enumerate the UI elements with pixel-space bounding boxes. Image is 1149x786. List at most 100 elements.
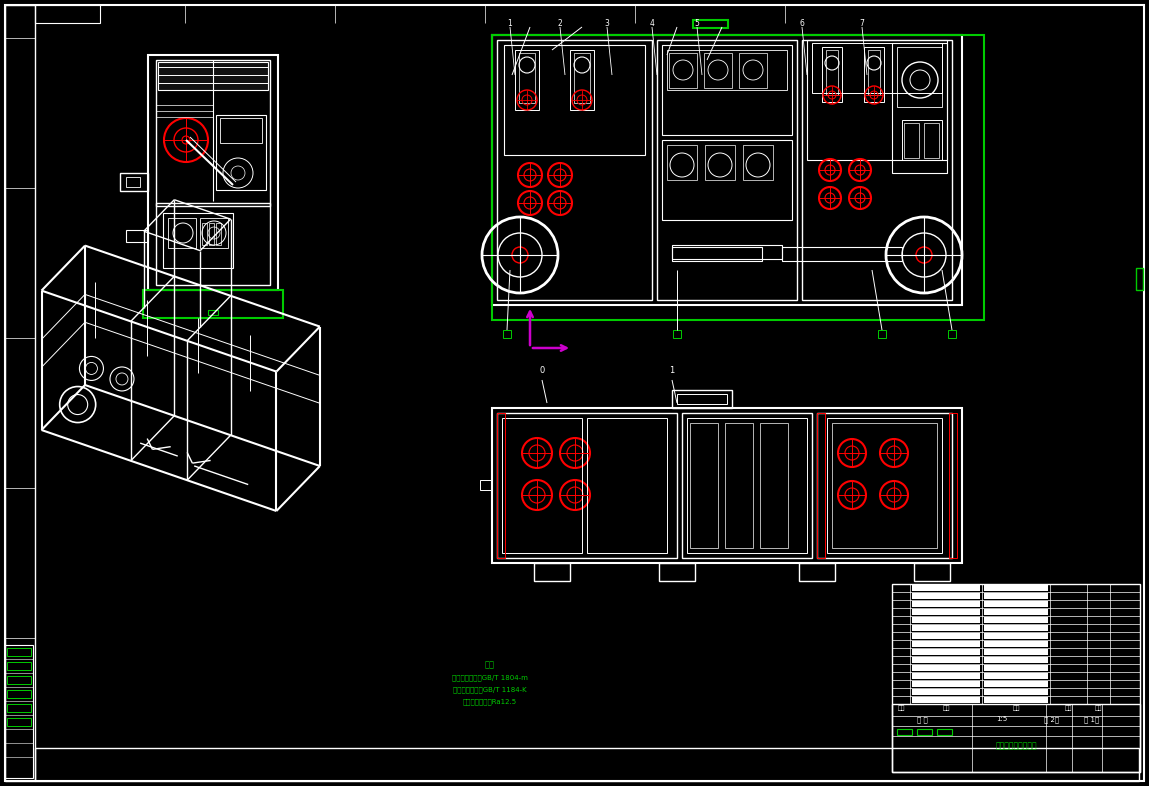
Text: 未注表面粗糙度Ra12.5: 未注表面粗糙度Ra12.5 xyxy=(463,699,517,705)
Bar xyxy=(892,704,1140,772)
Bar xyxy=(492,35,984,320)
Bar xyxy=(498,413,506,558)
Bar xyxy=(912,617,980,623)
Bar xyxy=(492,408,962,563)
Bar xyxy=(7,718,31,726)
Bar xyxy=(912,625,980,631)
Bar xyxy=(7,704,31,712)
Bar xyxy=(668,50,787,90)
Bar xyxy=(502,418,583,553)
Text: 4: 4 xyxy=(649,19,655,28)
Bar xyxy=(822,47,842,102)
Bar xyxy=(912,665,980,671)
Bar xyxy=(984,697,1048,703)
Text: 2: 2 xyxy=(557,19,562,28)
Bar xyxy=(503,330,511,338)
Bar xyxy=(126,230,148,242)
Bar xyxy=(912,633,980,639)
Bar xyxy=(534,563,570,581)
Text: 未注形位公差按GB/T 1184-K: 未注形位公差按GB/T 1184-K xyxy=(453,687,526,693)
Bar xyxy=(984,625,1048,631)
Bar xyxy=(156,60,270,206)
Bar xyxy=(984,593,1048,599)
Bar xyxy=(209,223,214,245)
Bar xyxy=(739,53,768,88)
Bar xyxy=(705,145,735,180)
Bar xyxy=(677,394,727,404)
Bar xyxy=(492,35,962,305)
Bar xyxy=(782,247,902,261)
Bar xyxy=(912,585,980,591)
Text: 共 2页: 共 2页 xyxy=(1044,716,1059,722)
Bar xyxy=(208,310,218,315)
Bar xyxy=(832,423,936,548)
Bar xyxy=(984,641,1048,647)
Bar xyxy=(913,563,950,581)
Text: 1:5: 1:5 xyxy=(996,716,1008,722)
Bar xyxy=(725,423,753,548)
Bar xyxy=(984,681,1048,687)
Text: 序号: 序号 xyxy=(897,705,904,711)
Bar xyxy=(759,423,788,548)
Bar xyxy=(5,5,34,781)
Bar xyxy=(142,290,283,318)
Bar xyxy=(743,145,773,180)
Bar xyxy=(917,729,932,735)
Bar xyxy=(148,55,278,290)
Bar xyxy=(673,330,681,338)
Bar xyxy=(704,53,732,88)
Bar xyxy=(912,697,980,703)
Bar xyxy=(5,645,33,778)
Text: 数量: 数量 xyxy=(1064,705,1072,711)
Text: 5: 5 xyxy=(694,19,700,28)
Text: 1: 1 xyxy=(670,366,674,375)
Bar xyxy=(480,480,492,490)
Text: 备注: 备注 xyxy=(1094,705,1102,711)
Bar xyxy=(587,418,668,553)
Bar xyxy=(119,173,148,191)
Bar xyxy=(924,123,939,158)
Bar xyxy=(687,418,807,553)
Bar xyxy=(912,689,980,695)
Bar xyxy=(657,40,797,300)
Bar xyxy=(126,177,140,187)
Bar xyxy=(912,593,980,599)
Bar xyxy=(219,118,262,143)
Bar xyxy=(878,330,886,338)
Bar xyxy=(984,585,1048,591)
Bar xyxy=(984,601,1048,607)
Bar xyxy=(984,617,1048,623)
Bar xyxy=(163,213,233,268)
Bar xyxy=(668,145,697,180)
Bar xyxy=(672,245,782,259)
Text: 名称: 名称 xyxy=(942,705,950,711)
Bar xyxy=(662,45,792,135)
Bar xyxy=(34,5,100,23)
Bar xyxy=(984,633,1048,639)
Bar xyxy=(515,50,539,110)
Bar xyxy=(807,40,947,160)
Bar xyxy=(660,563,695,581)
Text: 3: 3 xyxy=(604,19,609,28)
Bar xyxy=(159,62,268,90)
Bar xyxy=(672,247,762,261)
Bar xyxy=(202,223,207,245)
Bar xyxy=(984,673,1048,679)
Text: 材料: 材料 xyxy=(1012,705,1020,711)
Bar xyxy=(570,50,594,110)
Bar xyxy=(7,676,31,684)
Bar xyxy=(912,673,980,679)
Bar xyxy=(200,218,228,248)
Bar xyxy=(7,690,31,698)
Bar xyxy=(691,423,718,548)
Bar xyxy=(912,609,980,615)
Bar xyxy=(826,50,838,95)
Bar xyxy=(693,20,728,28)
Text: 比 例: 比 例 xyxy=(917,716,927,722)
Bar xyxy=(662,140,792,220)
Bar xyxy=(574,53,589,103)
Bar xyxy=(7,648,31,656)
Bar xyxy=(498,40,651,300)
Bar xyxy=(892,584,1140,772)
Bar xyxy=(984,649,1048,655)
